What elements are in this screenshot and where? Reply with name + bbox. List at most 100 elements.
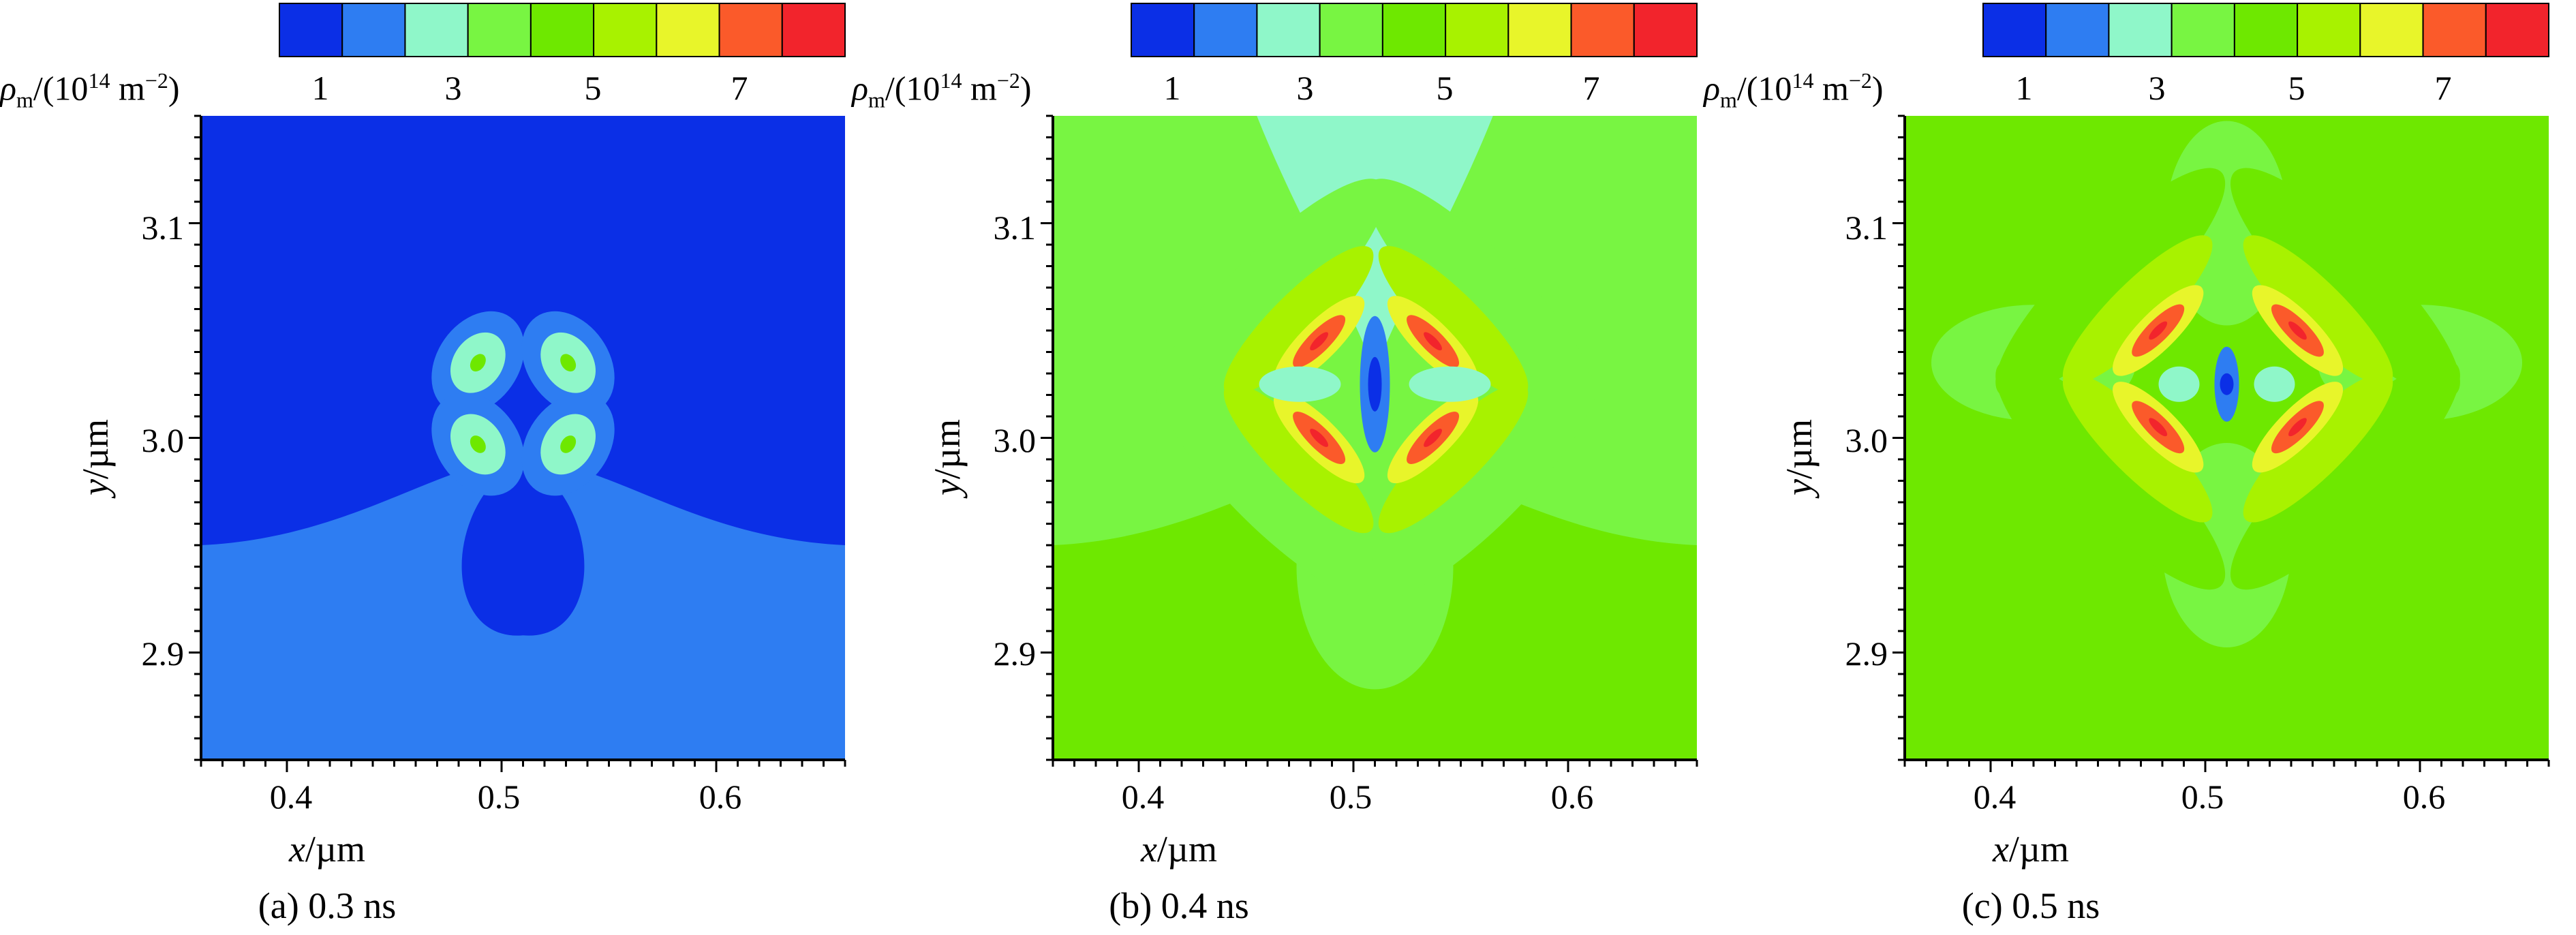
x-tick-label: 0.4 [269,778,313,816]
contour-arm-outer [1156,371,1387,600]
x-axis-unit: /µm [2008,829,2070,870]
colorbar-segment [530,3,595,57]
colorbar-label-close: ) [168,69,180,108]
x-tick-label: 0.6 [699,778,742,816]
y-axis-label: y/µm [1778,389,1820,525]
colorbar-tick: 7 [731,69,748,107]
contour-arm-mid [2243,372,2393,523]
colorbar-tick: 7 [1582,69,1600,107]
colorbar-label-sub: m [868,87,885,112]
colorbar-segment [1633,3,1698,57]
contour-peak [1424,332,1442,351]
colorbar-label-close: ) [1019,69,1032,108]
contour-peak [1310,429,1329,447]
colorbar-segment [1193,3,1258,57]
colorbar-segment [718,3,783,57]
contour-arm-mid [1223,383,1374,534]
x-tick-label: 0.4 [1121,778,1165,816]
contour-peak [2149,418,2168,437]
x-axis-label: x/µm [191,828,463,870]
colorbar-label-sub: m [16,87,33,112]
contour-arm-mid [2062,372,2213,523]
colorbar-label-unit-pre: /(10 [33,69,89,108]
x-axis-label: x/µm [1895,828,2167,870]
colorbar-segment [781,3,846,57]
colorbar-segment [279,3,343,57]
contour-center-right [1409,366,1491,402]
chart-panel-3: ρm/(1014 m−2) 1 3 5 7 3.1 3.0 2.9 0.4 0.… [1704,0,2562,935]
contour-arm-outer [1366,179,1595,409]
contour-peak [2288,321,2307,340]
panel-graphics [189,3,846,772]
colorbar-segment [593,3,658,57]
contour-peak [560,354,577,372]
y-tick-label: 3.0 [1845,421,1888,459]
colorbar-tick: 5 [1436,69,1454,107]
colorbar-segment [2045,3,2110,57]
colorbar-tick: 1 [311,69,329,107]
y-axis-var: y [927,479,968,496]
contour-arm-mid [1378,245,1529,396]
contour-arm-outer [2230,360,2460,590]
colorbar-tick: 5 [2288,69,2305,107]
colorbar-label-unit-pre: /(10 [1736,69,1792,108]
contour-center-left [1259,366,1341,402]
contour-lobe-top [1257,116,1493,373]
colorbar-label-close: ) [1871,69,1884,108]
contour-field [201,116,845,760]
colorbar-segment [1319,3,1383,57]
panel-caption: (c) 0.5 ns [1961,885,2100,926]
y-axis-label: y/µm [74,389,117,525]
colorbar-segment [1570,3,1635,57]
contour-arm-mid [1378,383,1529,534]
contour-arm-mid [2062,235,2213,385]
y-axis-unit: /µm [1779,418,1820,480]
colorbar-segment [341,3,406,57]
y-axis-label: y/µm [926,389,968,525]
x-axis-var: x [288,829,305,870]
panel-graphics [1041,3,1698,772]
chart-panel-2: ρm/(1014 m−2) 1 3 5 7 3.1 3.0 2.9 0.4 0.… [852,0,1711,935]
colorbar-label: ρm/(1014 m−2) [1704,68,1884,113]
contour-center-left [2158,366,2200,402]
x-axis-unit: /µm [1156,829,1218,870]
colorbar-segment [1381,3,1447,57]
contour-field [1053,116,1697,760]
y-axis-var: y [75,479,116,496]
x-tick-label: 0.6 [1550,778,1594,816]
colorbar-segment [2485,3,2550,57]
y-tick-label: 2.9 [1845,634,1888,673]
contour-peak [1310,332,1329,351]
colorbar-tick: 5 [584,69,602,107]
colorbar-label: ρm/(1014 m−2) [0,68,180,113]
colorbar-segment [1131,3,1195,57]
colorbar-tick: 3 [444,69,462,107]
y-axis-unit: /µm [927,418,968,480]
colorbar-segment [467,3,532,57]
contour-peak [1424,429,1442,447]
contour-lobe-low [461,470,585,636]
contour-center-core [1368,356,1382,412]
contour-arm-outer [1995,168,2226,398]
colorbar-tick: 1 [1163,69,1181,107]
colorbar-label-var: ρ [0,69,16,108]
panel-graphics [1892,3,2550,772]
colorbar-label-exp: 14 [940,68,962,93]
y-tick-label: 2.9 [141,634,185,673]
colorbar-label-var: ρ [852,69,868,108]
colorbar-label-unit-exp: −2 [1848,68,1872,93]
y-tick-label: 3.0 [141,421,185,459]
panel-caption: (a) 0.3 ns [258,885,397,926]
y-tick-label: 3.1 [141,209,185,247]
x-axis-label: x/µm [1043,828,1315,870]
contour-field [1905,116,2549,760]
colorbar-label-unit-post: m [110,69,145,108]
x-tick-label: 0.6 [2402,778,2446,816]
colorbar-segment [1982,3,2047,57]
panel-caption: (b) 0.4 ns [1109,885,1249,926]
contour-arm-outer [1156,179,1387,409]
colorbar-label-exp: 14 [1792,68,1814,93]
colorbar-segment [2233,3,2299,57]
x-tick-label: 0.5 [1329,778,1373,816]
contour-background-upper [201,116,845,545]
